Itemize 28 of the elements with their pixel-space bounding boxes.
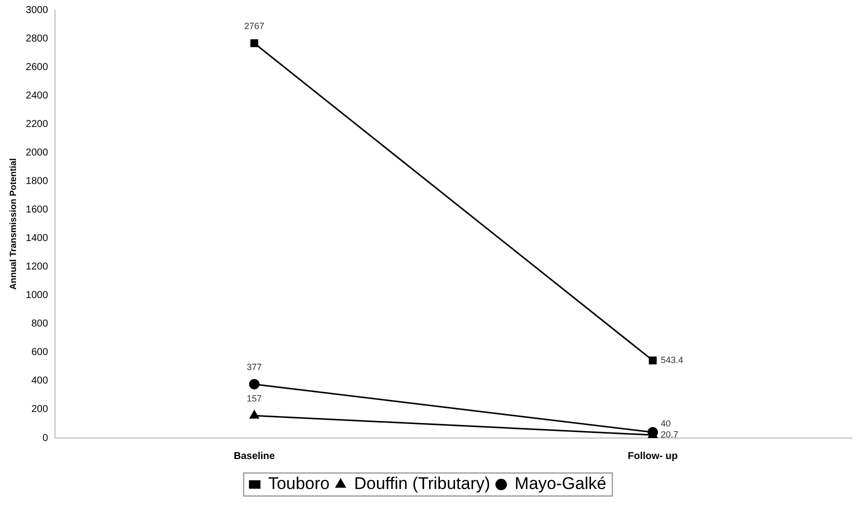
data-label: 157: [246, 394, 262, 404]
x-tick-label: Baseline: [234, 450, 276, 462]
y-tick-label: 400: [31, 376, 48, 387]
data-label: 40: [660, 418, 671, 429]
y-tick-label: 3000: [26, 4, 48, 16]
y-tick-label: 800: [31, 318, 48, 330]
y-tick-label: 1000: [26, 290, 48, 302]
x-tick-label: Follow- up: [628, 450, 678, 462]
y-tick-label: 2200: [26, 118, 48, 130]
y-tick-label: 2600: [26, 62, 48, 73]
y-tick-label: 2800: [26, 33, 48, 44]
y-tick-label: 1800: [26, 176, 48, 187]
legend-label: Touboro: [268, 474, 330, 494]
y-tick-label: 0: [42, 432, 48, 444]
data-label: 20.7: [660, 430, 678, 440]
y-tick-label: 1600: [26, 204, 48, 216]
y-axis-title: Annual Transmission Potential: [8, 158, 18, 290]
data-label: 2767: [244, 21, 264, 32]
y-tick-label: 1200: [26, 262, 48, 273]
data-label: 377: [246, 362, 262, 372]
y-tick-label: 2000: [26, 147, 48, 158]
data-label: 543.4: [660, 354, 684, 365]
y-tick-label: 600: [31, 347, 48, 358]
y-tick-label: 1400: [26, 233, 48, 244]
legend-label: Douffin (Tributary): [354, 474, 490, 494]
legend-label: Mayo-Galké: [514, 474, 606, 494]
y-tick-label: 2400: [26, 90, 48, 102]
y-tick-label: 200: [31, 404, 48, 416]
